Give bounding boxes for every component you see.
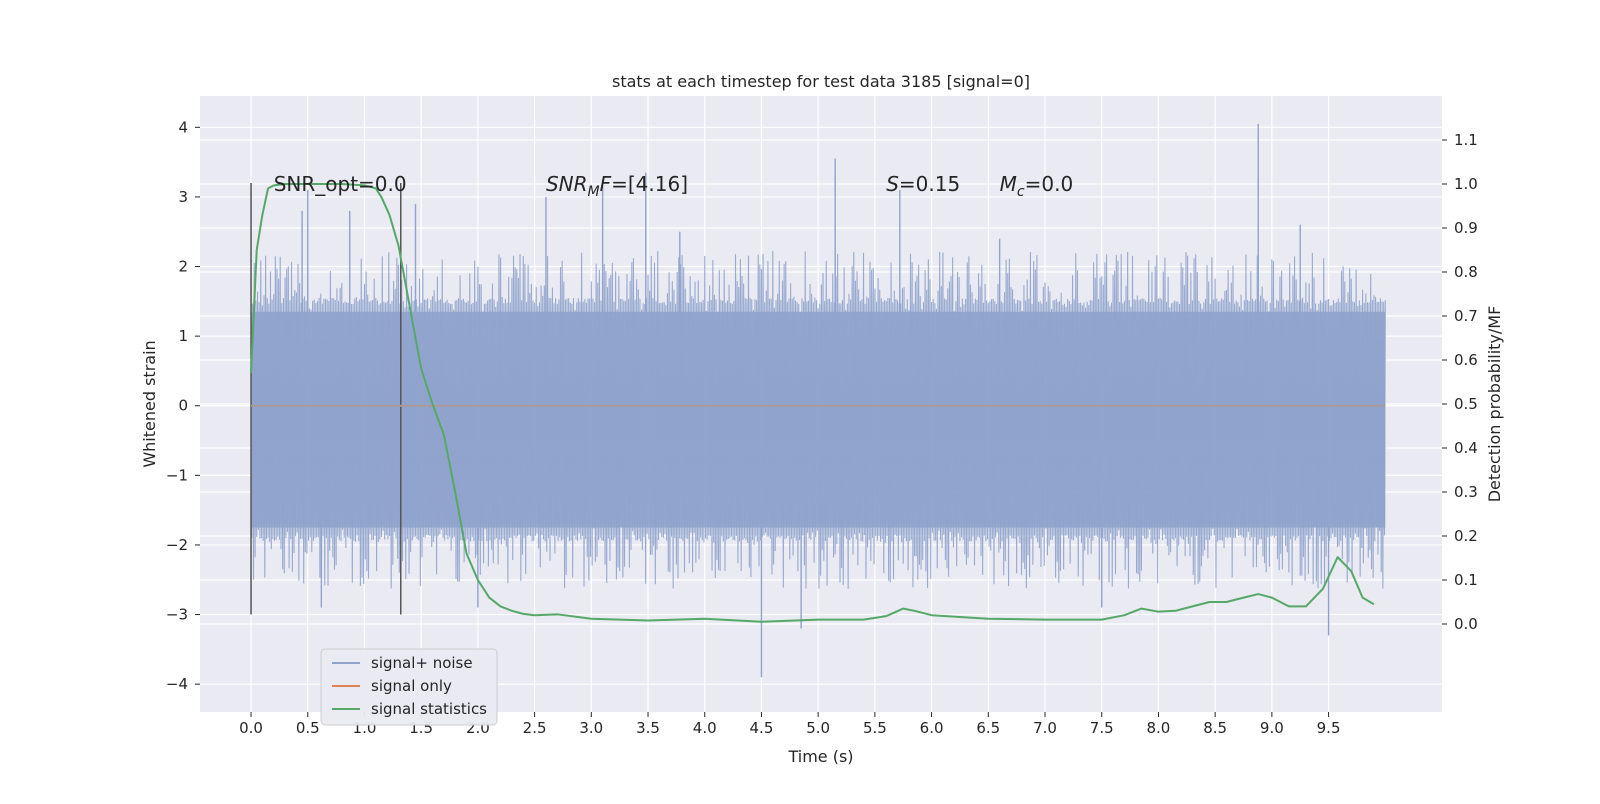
y-left-tick-label: −3 <box>166 606 188 624</box>
annotation-layer: SNR_opt=0.0 SNRMF=[4.16] S=0.15 Mc=0.0 <box>274 172 1073 200</box>
x-tick-label: 7.5 <box>1090 719 1114 737</box>
y-right-tick-label: 0.4 <box>1454 439 1478 457</box>
legend-label-signal-statistics: signal statistics <box>371 700 487 718</box>
y-left-tick-label: −2 <box>166 536 188 554</box>
x-axis-label: Time (s) <box>787 747 853 766</box>
y-right-tick-label: 0.5 <box>1454 395 1478 413</box>
annotation-3: Mc=0.0 <box>1000 172 1074 200</box>
annotation-2: S=0.15 <box>886 172 960 196</box>
y-right-tick-layer: 1.1 1.0 0.9 0.8 0.7 0.6 0.5 0.4 0.3 0.2 0.1 0.0 <box>1442 131 1478 633</box>
chart-title: stats at each timestep for test data 318… <box>612 72 1030 91</box>
y-left-tick-label: 2 <box>178 258 188 276</box>
x-tick-label: 0.0 <box>239 719 263 737</box>
annotation-main: S <box>886 172 899 196</box>
x-tick-label: 7.0 <box>1033 719 1057 737</box>
noise-layer <box>250 123 1386 678</box>
y-right-tick-label: 1.1 <box>1454 131 1478 149</box>
annotation-subscript: M <box>588 184 600 200</box>
y-left-tick-label: 0 <box>178 397 188 415</box>
annotation-main: SNR_opt=0.0 <box>274 172 407 196</box>
series-line-signal-statistics <box>250 183 1375 623</box>
y-right-tick-label: 0.6 <box>1454 351 1478 369</box>
y-left-tick-label: −1 <box>166 466 188 484</box>
y-right-tick-label: 0.0 <box>1454 615 1478 633</box>
x-tick-label: 5.5 <box>863 719 887 737</box>
y-right-tick-label: 0.3 <box>1454 483 1478 501</box>
x-tick-label: 3.5 <box>636 719 660 737</box>
y-axis-right-label: Detection probability/MF <box>1485 306 1504 503</box>
x-tick-label: 5.0 <box>806 719 830 737</box>
annotation-suffix: =[4.16] <box>611 172 688 196</box>
x-tick-label: 8.0 <box>1147 719 1171 737</box>
annotation-main: M <box>1000 172 1017 196</box>
annotation-subscript: c <box>1017 184 1025 200</box>
x-tick-label: 0.5 <box>296 719 320 737</box>
x-tick-label: 9.0 <box>1260 719 1284 737</box>
series-layer <box>250 183 1386 623</box>
annotation-italic-suffix: F <box>600 172 612 196</box>
x-tick-label: 6.0 <box>920 719 944 737</box>
annotation-0: SNR_opt=0.0 <box>274 172 407 196</box>
x-tick-label: 2.5 <box>523 719 547 737</box>
noise-band <box>251 311 1386 528</box>
legend-label-signal-noise: signal+ noise <box>371 654 473 672</box>
y-left-tick-label: 1 <box>178 327 188 345</box>
y-right-tick-label: 0.8 <box>1454 263 1478 281</box>
x-tick-label: 6.5 <box>976 719 1000 737</box>
y-right-tick-label: 1.0 <box>1454 175 1478 193</box>
annotation-1: SNRMF=[4.16] <box>546 172 688 200</box>
y-left-tick-label: 3 <box>178 188 188 206</box>
x-tick-label: 3.0 <box>579 719 603 737</box>
y-left-tick-layer: 4 3 2 1 0 −1 −2 −3 −4 <box>166 118 200 693</box>
legend-label-signal-only: signal only <box>371 677 452 695</box>
y-right-tick-label: 0.1 <box>1454 571 1478 589</box>
y-left-tick-label: −4 <box>166 675 188 693</box>
y-right-tick-label: 0.2 <box>1454 527 1478 545</box>
x-tick-label: 4.0 <box>693 719 717 737</box>
legend: signal+ noise signal only signal statist… <box>320 648 498 726</box>
y-right-tick-label: 0.7 <box>1454 307 1478 325</box>
annotation-suffix: =0.15 <box>899 172 960 196</box>
x-tick-label: 8.5 <box>1203 719 1227 737</box>
y-left-tick-label: 4 <box>178 118 188 136</box>
annotation-main: SNR <box>546 172 588 196</box>
x-tick-label: 4.5 <box>750 719 774 737</box>
y-axis-left-label: Whitened strain <box>140 340 159 467</box>
y-right-tick-label: 0.9 <box>1454 219 1478 237</box>
legend-box <box>320 648 498 726</box>
annotation-suffix: =0.0 <box>1025 172 1074 196</box>
x-tick-label: 9.5 <box>1317 719 1341 737</box>
